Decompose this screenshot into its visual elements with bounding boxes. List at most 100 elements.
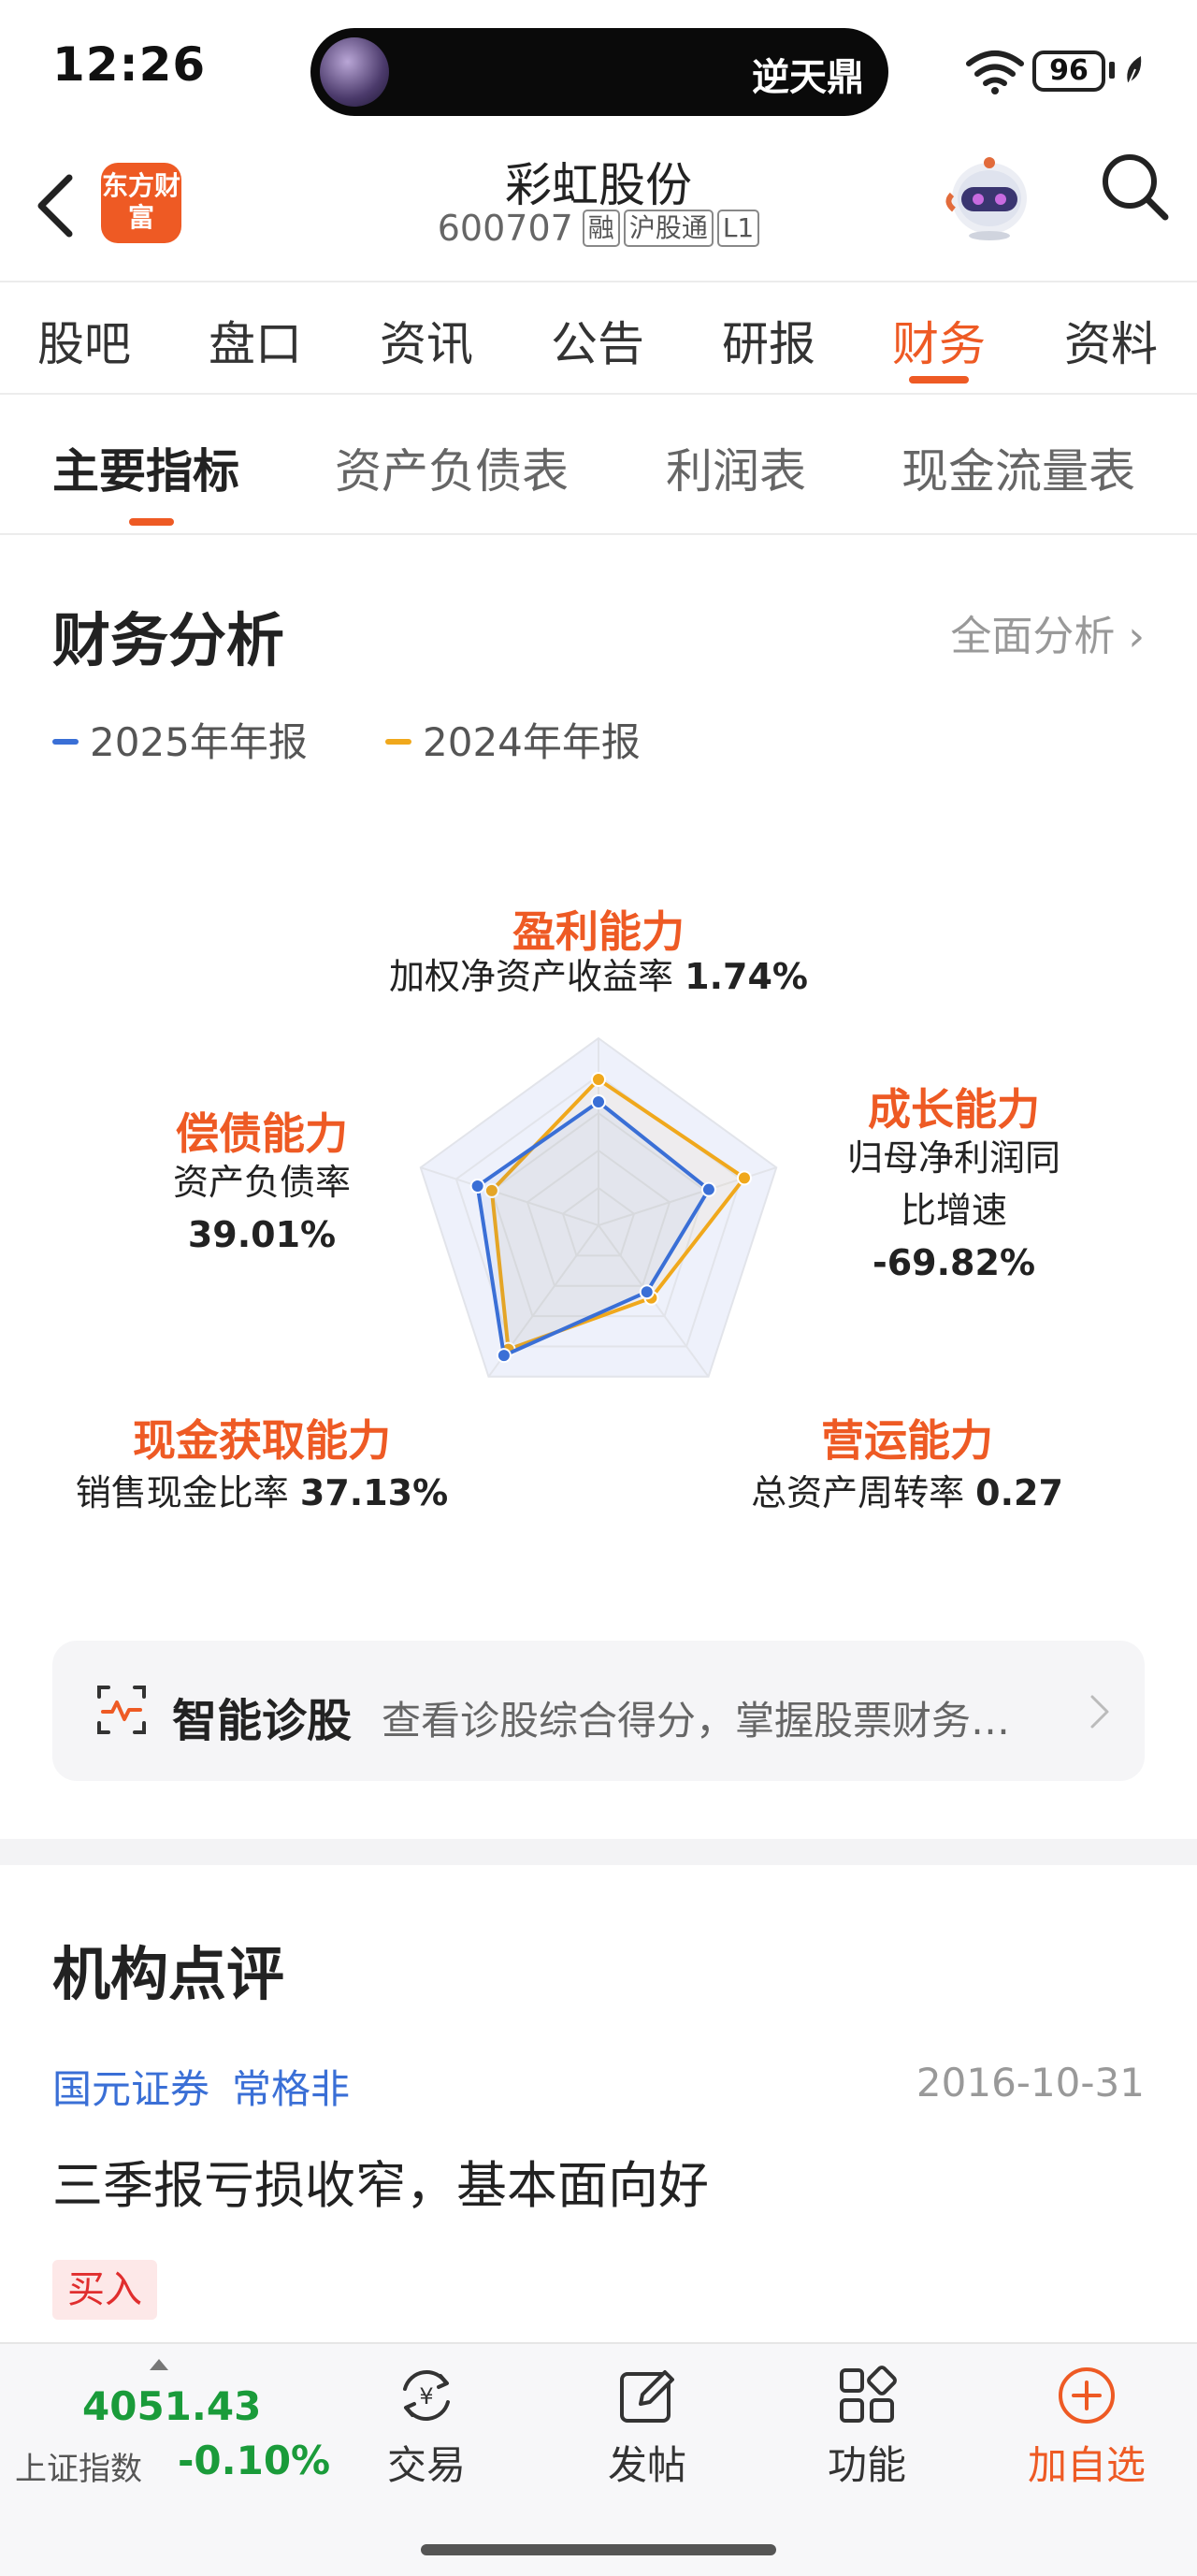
radar-point-2025年年报 xyxy=(591,1094,606,1109)
diagnose-icon xyxy=(97,1686,146,1734)
tag-margin: 融 xyxy=(582,210,620,247)
stock-code: 600707 xyxy=(437,208,573,249)
index-change[interactable]: -0.10% xyxy=(178,2438,331,2483)
wifi-icon xyxy=(966,51,1024,94)
legend-label-2024: 2024年年报 xyxy=(423,719,641,765)
smart-diagnose-banner[interactable]: 智能诊股 查看诊股综合得分，掌握股票财务… xyxy=(52,1641,1145,1781)
axis-metric-solvency: 资产负债率 39.01% xyxy=(122,1156,402,1261)
tab-research[interactable]: 研报 xyxy=(722,317,815,371)
radar-chart-svg xyxy=(419,1036,778,1378)
axis-title-solvency: 偿债能力 xyxy=(176,1108,348,1159)
metric-value-roe: 1.74% xyxy=(685,956,808,997)
post-button[interactable]: 发帖 xyxy=(577,2363,717,2491)
post-icon xyxy=(620,2370,674,2423)
metric-value-growth: -69.82% xyxy=(872,1242,1036,1283)
sub-tabs: 主要指标 资产负债表 利润表 现金流量表 xyxy=(0,395,1197,535)
radar-point-2025年年报 xyxy=(700,1181,716,1197)
main-tabs: 股吧 盘口 资讯 公告 研报 财务 资料 xyxy=(0,282,1197,395)
axis-metric-growth: 归母净利润同 比增速 -69.82% xyxy=(814,1132,1094,1289)
main-tab-indicator xyxy=(909,376,969,384)
review-source[interactable]: 国元证券 常格非 xyxy=(52,2058,350,2115)
review-broker[interactable]: 国元证券 xyxy=(52,2066,210,2112)
legend-item-2024: 2024年年报 xyxy=(385,711,641,768)
metric-value-debt-ratio: 39.01% xyxy=(187,1214,337,1255)
review-headline[interactable]: 三季报亏损收窄，基本面向好 xyxy=(52,2156,709,2215)
trade-button[interactable]: ¥ 交易 xyxy=(356,2363,497,2491)
legend-swatch-2024 xyxy=(385,739,411,745)
island-text: 逆天鼎 xyxy=(752,56,864,99)
tab-news[interactable]: 资讯 xyxy=(380,317,473,371)
tab-cash-flow[interactable]: 现金流量表 xyxy=(901,444,1135,499)
bottom-bar: 4051.43 上证指数 -0.10% ¥ 交易 发帖 功能 xyxy=(0,2342,1197,2576)
stock-name: 彩虹股份 xyxy=(505,158,692,212)
radar-grid-ring xyxy=(419,1036,778,1378)
radar-series-2025年年报 xyxy=(475,1100,711,1358)
radar-grid-ring xyxy=(561,1186,636,1257)
radar-point-2025年年报 xyxy=(469,1178,485,1194)
rating-badge: 买入 xyxy=(52,2260,157,2320)
tab-announcements[interactable]: 公告 xyxy=(551,317,644,371)
metric-label-turnover: 总资产周转率 xyxy=(751,1472,965,1513)
tag-connect: 沪股通 xyxy=(623,210,714,247)
trade-label: 交易 xyxy=(386,2442,466,2488)
tab-finance[interactable]: 财务 xyxy=(892,317,986,371)
metric-label-growth-line2: 比增速 xyxy=(900,1190,1007,1231)
tab-key-indicators[interactable]: 主要指标 xyxy=(52,444,239,499)
index-value[interactable]: 4051.43 xyxy=(82,2383,262,2429)
svg-text:¥: ¥ xyxy=(419,2383,433,2410)
tag-level: L1 xyxy=(716,210,760,247)
function-icon xyxy=(840,2366,897,2423)
axis-metric-cash: 销售现金比率 37.13% xyxy=(56,1467,468,1519)
radar-grid-ring xyxy=(454,1074,743,1348)
full-analysis-link[interactable]: 全面分析 › xyxy=(950,602,1145,662)
review-analyst[interactable]: 常格非 xyxy=(232,2066,351,2112)
legend-item-2025: 2025年年报 xyxy=(52,711,308,768)
axis-title-cash: 现金获取能力 xyxy=(133,1415,391,1466)
add-watchlist-label: 加自选 xyxy=(1027,2442,1146,2488)
legend-label-2025: 2025年年报 xyxy=(90,719,308,765)
radar-point-2024年年报 xyxy=(736,1170,752,1186)
trade-icon: ¥ xyxy=(403,2370,450,2421)
assistant-robot-icon[interactable] xyxy=(945,150,1034,243)
back-icon[interactable] xyxy=(28,168,84,243)
radar-point-2025年年报 xyxy=(496,1348,512,1364)
axis-metric-operation: 总资产周转率 0.27 xyxy=(711,1467,1103,1519)
index-name[interactable]: 上证指数 xyxy=(15,2451,142,2488)
diagnose-description: 查看诊股综合得分，掌握股票财务… xyxy=(382,1698,1011,1744)
axis-title-growth: 成长能力 xyxy=(868,1084,1040,1135)
tab-income-statement[interactable]: 利润表 xyxy=(666,444,806,499)
legend-swatch-2025 xyxy=(52,739,79,745)
metric-label-debt-ratio: 资产负债率 xyxy=(172,1162,351,1203)
add-watchlist-button[interactable]: 加自选 xyxy=(1017,2363,1157,2491)
tab-pankou[interactable]: 盘口 xyxy=(209,317,302,371)
radar-point-2024年年报 xyxy=(591,1072,606,1087)
function-button[interactable]: 功能 xyxy=(797,2363,937,2491)
caret-up-icon[interactable] xyxy=(150,2359,168,2370)
app-logo[interactable]: 东方财富 xyxy=(101,163,181,243)
axis-metric-profitability: 加权净资产收益率 1.74% xyxy=(318,950,879,1003)
metric-label-growth-line1: 归母净利润同 xyxy=(846,1137,1060,1179)
radar-point-2024年年报 xyxy=(483,1182,499,1198)
dynamic-island[interactable]: 逆天鼎 xyxy=(310,28,888,116)
tab-balance-sheet[interactable]: 资产负债表 xyxy=(335,444,569,499)
tab-profile[interactable]: 资料 xyxy=(1064,317,1158,371)
radar-chart: 盈利能力 加权净资产收益率 1.74% 成长能力 归母净利润同 比增速 -69.… xyxy=(0,823,1197,1590)
full-analysis-label: 全面分析 xyxy=(950,613,1116,660)
tab-guba[interactable]: 股吧 xyxy=(37,317,131,371)
radar-grid-ring xyxy=(526,1149,671,1287)
chevron-right-icon: › xyxy=(1128,613,1145,660)
leaf-icon xyxy=(1127,56,1142,87)
search-icon[interactable] xyxy=(1098,150,1173,224)
island-avatar xyxy=(320,37,389,107)
axis-title-operation: 营运能力 xyxy=(821,1415,993,1466)
sub-tab-indicator xyxy=(129,518,174,526)
section-divider xyxy=(0,1839,1197,1865)
status-time: 12:26 xyxy=(52,37,207,92)
metric-label-cash-ratio: 销售现金比率 xyxy=(75,1472,289,1513)
section-title-finance: 财务分析 xyxy=(52,606,285,674)
metric-label-roe: 加权净资产收益率 xyxy=(389,956,674,997)
stock-subtitle: 600707 融沪股通 L1 xyxy=(0,208,1197,249)
home-indicator[interactable] xyxy=(421,2544,776,2555)
function-label: 功能 xyxy=(827,2442,906,2488)
axis-title-profitability: 盈利能力 xyxy=(512,906,685,957)
